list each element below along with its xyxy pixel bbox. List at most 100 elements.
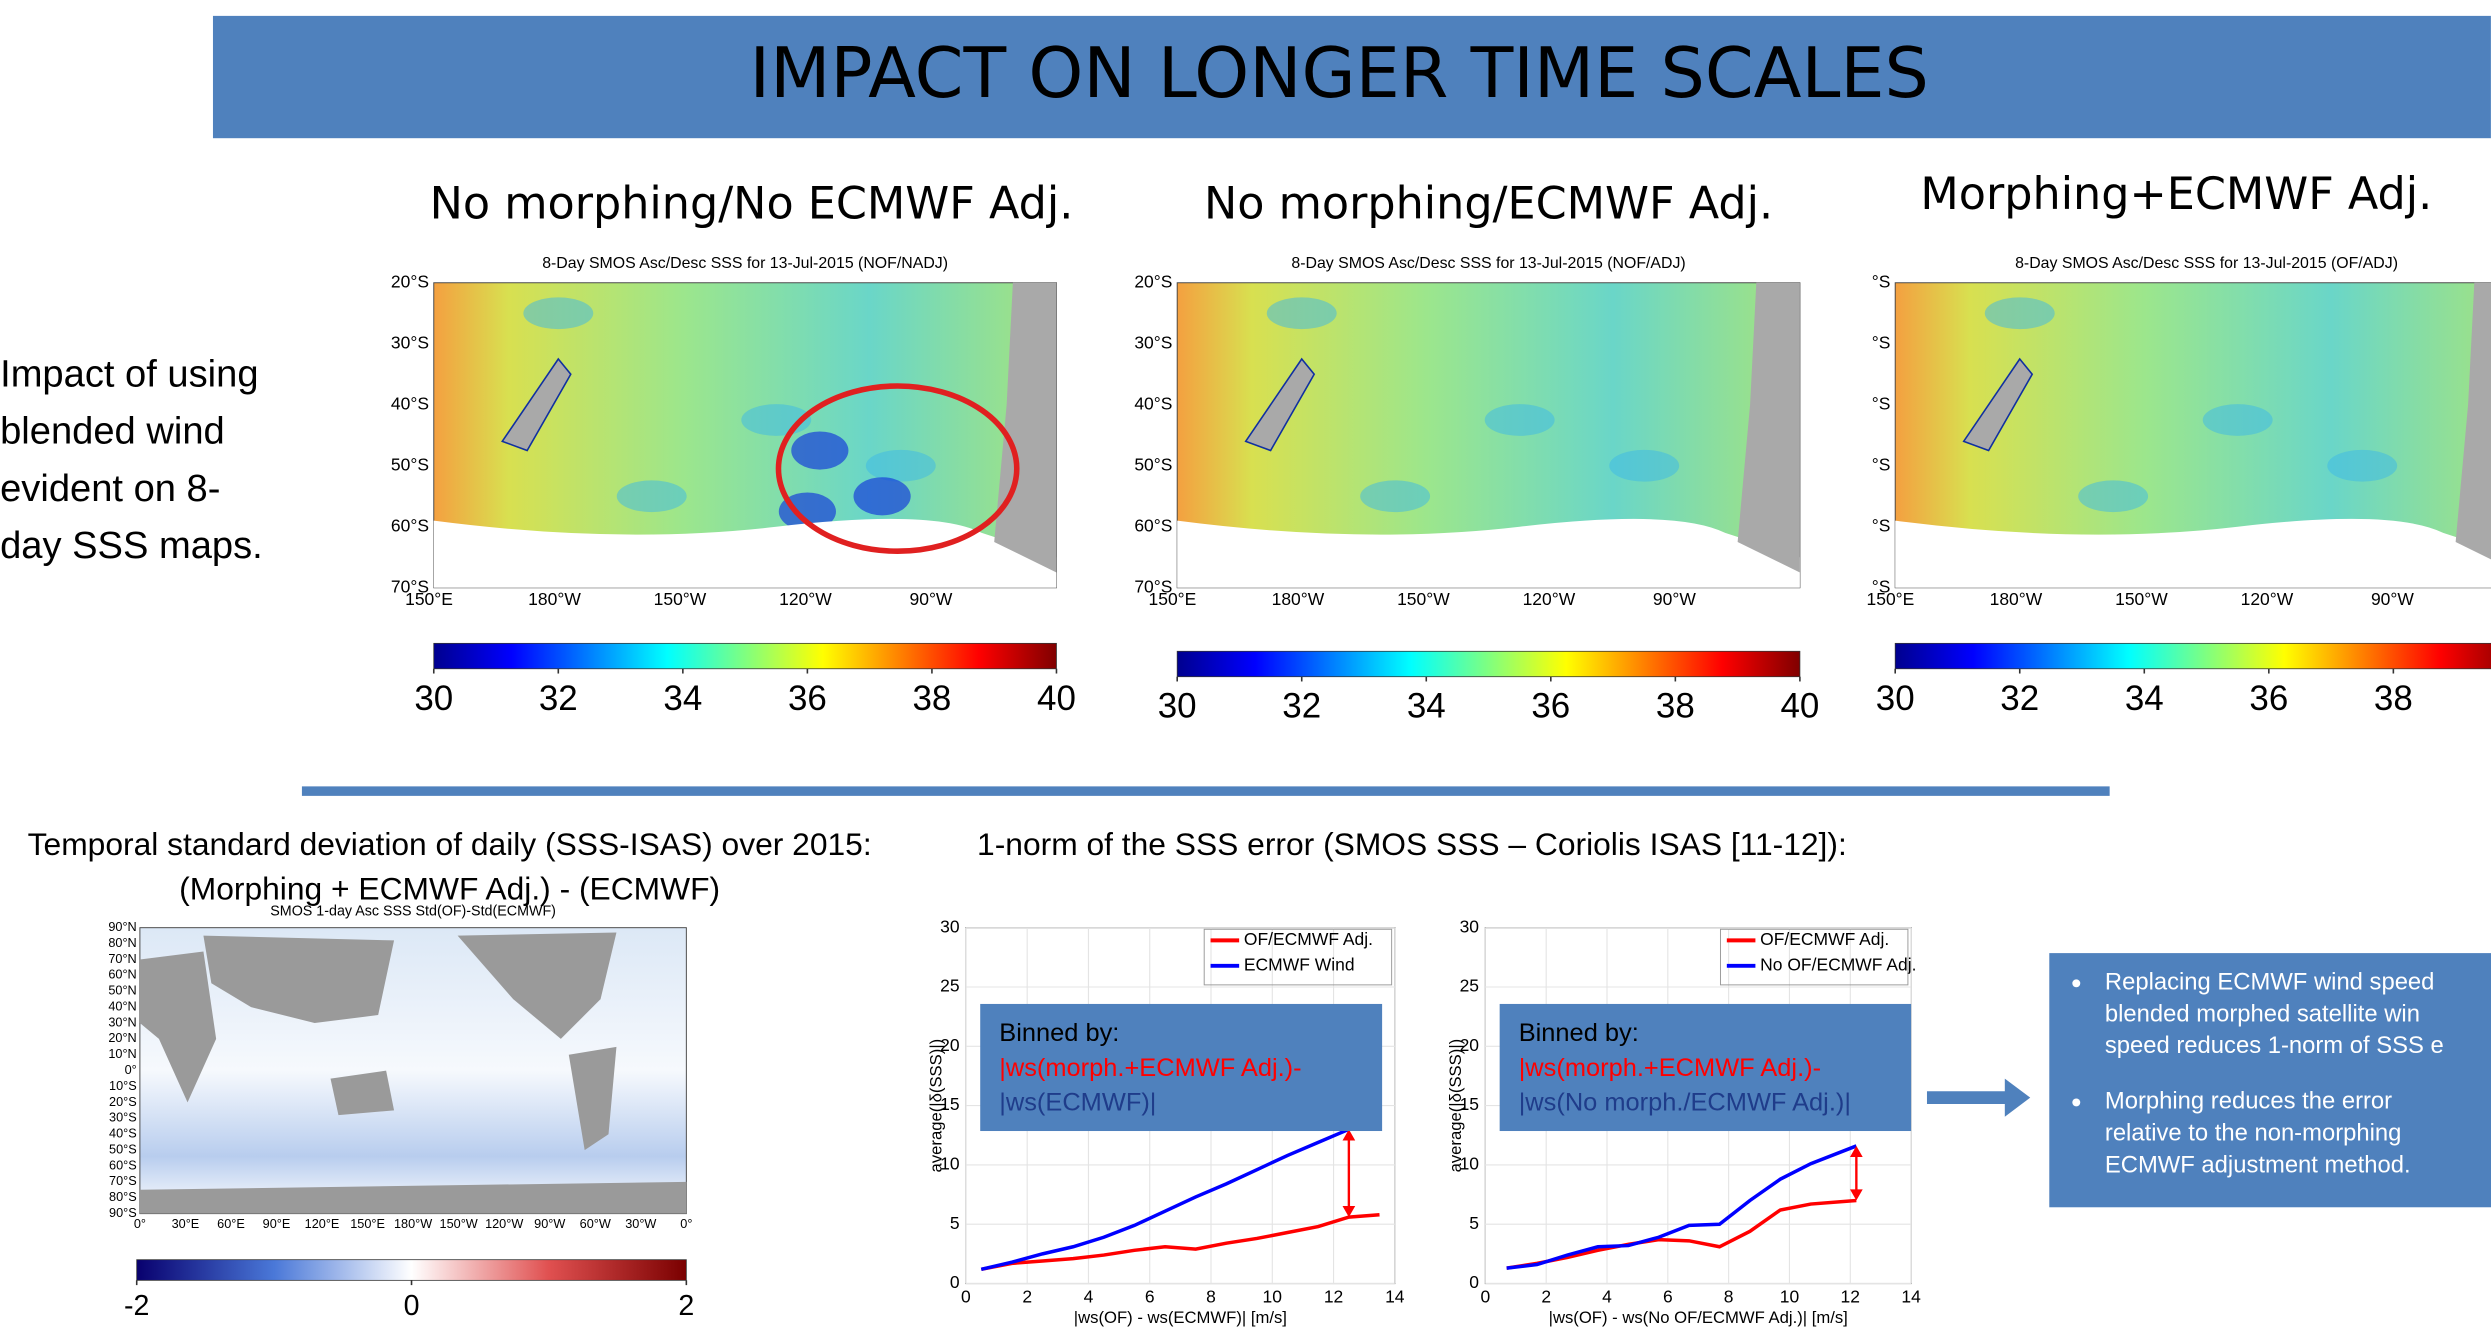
binned-text: |ws(morph.+ECMWF Adj.)- bbox=[1519, 1054, 1821, 1082]
map-heading: No morphing/No ECMWF Adj. bbox=[430, 179, 1074, 230]
lat-label: 0° bbox=[125, 1063, 137, 1077]
lat-label: °S bbox=[1872, 393, 1891, 413]
legend-label: ECMWF Wind bbox=[1244, 954, 1355, 974]
x-tick-label: 0 bbox=[961, 1286, 971, 1306]
summary-text: ECMWF adjustment method. bbox=[2105, 1151, 2411, 1178]
map-blob bbox=[866, 450, 936, 482]
lat-label: 10°S bbox=[109, 1079, 137, 1093]
x-tick-label: 12 bbox=[1324, 1286, 1343, 1306]
colorbar-label: 38 bbox=[2374, 679, 2413, 718]
legend-label: No OF/ECMWF Adj. bbox=[1760, 954, 1916, 974]
std-caption: (Morphing + ECMWF Adj.) - (ECMWF) bbox=[179, 871, 720, 907]
bullet bbox=[2072, 979, 2080, 987]
x-tick-label: 14 bbox=[1385, 1286, 1405, 1306]
map-blob bbox=[617, 480, 687, 512]
lat-label: 90°N bbox=[108, 920, 136, 934]
lat-label: 40°S bbox=[391, 393, 429, 413]
lon-label: 90°E bbox=[263, 1217, 291, 1231]
page: {"header": {"title": "IMPACT ON LONGER T… bbox=[0, 0, 2491, 1328]
colorbar-label: 32 bbox=[1282, 687, 1321, 726]
lat-label: 20°S bbox=[109, 1095, 137, 1109]
x-tick-label: 4 bbox=[1084, 1286, 1094, 1306]
lon-label: 90°W bbox=[2371, 589, 2414, 609]
colorbar-label: 36 bbox=[1531, 687, 1570, 726]
colorbar-label: 30 bbox=[1876, 679, 1915, 718]
lon-label: 150°W bbox=[1397, 589, 1450, 609]
side-text: blended wind bbox=[0, 410, 225, 453]
summary-text: relative to the non-morphing bbox=[2105, 1119, 2402, 1146]
side-text: day SSS maps. bbox=[0, 524, 263, 567]
lon-label: 120°E bbox=[305, 1217, 340, 1231]
lat-label: 20°S bbox=[1134, 271, 1172, 291]
lat-label: 20°N bbox=[108, 1031, 136, 1045]
x-tick-label: 0 bbox=[1481, 1286, 1491, 1306]
colorbar-label: 36 bbox=[788, 679, 827, 718]
map-blob bbox=[791, 431, 848, 469]
y-tick-label: 30 bbox=[940, 916, 960, 936]
x-tick-label: 14 bbox=[1901, 1286, 1921, 1306]
lon-label: 120°W bbox=[2241, 589, 2294, 609]
summary-text: Replacing ECMWF wind speed bbox=[2105, 969, 2435, 996]
map-title: 8-Day SMOS Asc/Desc SSS for 13-Jul-2015 … bbox=[542, 255, 948, 272]
lat-label: 70°S bbox=[109, 1174, 137, 1188]
std-caption: Temporal standard deviation of daily (SS… bbox=[28, 826, 872, 862]
binned-text: Binned by: bbox=[1519, 1019, 1639, 1047]
colorbar-label: 40 bbox=[1037, 679, 1076, 718]
summary-text: blended morphed satellite win bbox=[2105, 1000, 2420, 1027]
map-blob bbox=[2327, 450, 2397, 482]
lon-label: 30°E bbox=[172, 1217, 200, 1231]
map-blob bbox=[1609, 450, 1679, 482]
lon-label: 0° bbox=[680, 1217, 692, 1231]
map bbox=[1895, 283, 2491, 588]
x-axis-label: |ws(OF) - ws(No OF/ECMWF Adj.)| [m/s] bbox=[1549, 1308, 1848, 1327]
lon-label: 60°W bbox=[580, 1217, 611, 1231]
x-tick-label: 4 bbox=[1602, 1286, 1612, 1306]
continent bbox=[331, 1071, 395, 1115]
binned-text: Binned by: bbox=[999, 1019, 1119, 1047]
y-axis-label: average(|δ(SSS)|) bbox=[927, 1039, 946, 1173]
map-heading: Morphing+ECMWF Adj. bbox=[1920, 169, 2432, 220]
colorbar-label: 0 bbox=[404, 1290, 420, 1322]
legend-label: OF/ECMWF Adj. bbox=[1244, 929, 1373, 949]
lat-label: 50°S bbox=[1134, 454, 1172, 474]
lat-label: 70°N bbox=[108, 952, 136, 966]
std-map-title: SMOS 1-day Asc SSS Std(OF)-Std(ECMWF) bbox=[270, 904, 556, 920]
lat-label: 60°N bbox=[108, 968, 136, 982]
y-tick-label: 5 bbox=[950, 1213, 960, 1233]
lon-label: 180°W bbox=[1990, 589, 2043, 609]
map-blob bbox=[2203, 404, 2273, 436]
colorbar-label: 34 bbox=[1407, 687, 1446, 726]
y-tick-label: 30 bbox=[1460, 916, 1480, 936]
x-tick-label: 12 bbox=[1841, 1286, 1860, 1306]
map-blob bbox=[2078, 480, 2148, 512]
lon-label: 150°W bbox=[440, 1217, 478, 1231]
lat-label: 80°S bbox=[109, 1190, 137, 1204]
side-text: Impact of using bbox=[0, 353, 258, 396]
lon-label: 150°E bbox=[350, 1217, 385, 1231]
y-axis-label: average(|δ(SSS)|) bbox=[1446, 1039, 1465, 1173]
lat-label: 40°N bbox=[108, 999, 136, 1013]
binned-text: |ws(morph.+ECMWF Adj.)- bbox=[999, 1054, 1301, 1082]
lat-label: 30°N bbox=[108, 1015, 136, 1029]
x-axis-label: |ws(OF) - ws(ECMWF)| [m/s] bbox=[1074, 1308, 1287, 1327]
map-blob bbox=[1485, 404, 1555, 436]
lat-label: °S bbox=[1872, 454, 1891, 474]
lat-label: 40°S bbox=[109, 1127, 137, 1141]
x-tick-label: 10 bbox=[1263, 1286, 1283, 1306]
map-blob bbox=[1360, 480, 1430, 512]
bullet bbox=[2072, 1098, 2080, 1106]
y-tick-label: 0 bbox=[950, 1272, 960, 1292]
x-tick-label: 10 bbox=[1780, 1286, 1800, 1306]
map-title: 8-Day SMOS Asc/Desc SSS for 13-Jul-2015 … bbox=[2015, 255, 2398, 272]
colorbar-label: 2 bbox=[678, 1290, 694, 1322]
lon-label: 60°E bbox=[217, 1217, 245, 1231]
summary-text: Morphing reduces the error bbox=[2105, 1088, 2392, 1115]
colorbar-label: 32 bbox=[2000, 679, 2039, 718]
lat-label: 90°S bbox=[109, 1206, 137, 1220]
header-title: IMPACT ON LONGER TIME SCALES bbox=[750, 33, 1929, 114]
map-blob bbox=[1267, 297, 1337, 329]
x-tick-label: 6 bbox=[1663, 1286, 1673, 1306]
lat-label: °S bbox=[1872, 515, 1891, 535]
slide: IMPACT ON LONGER TIME SCALES Impact of u… bbox=[0, 0, 2491, 1328]
colorbar-label: 32 bbox=[539, 679, 578, 718]
